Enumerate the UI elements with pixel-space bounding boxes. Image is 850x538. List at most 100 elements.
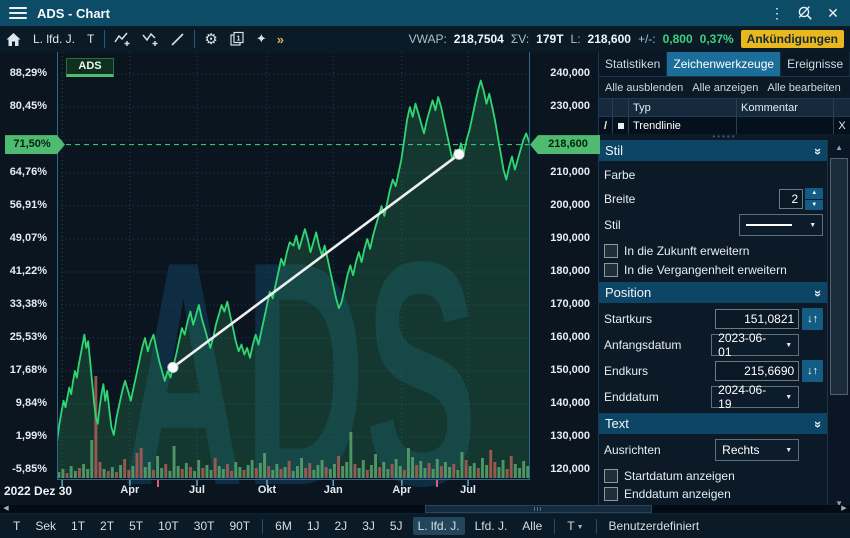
price-axis-label: 210,000 — [550, 166, 590, 178]
trendline-handle-end[interactable] — [453, 148, 465, 160]
timeframe-benutzerdefiniert[interactable]: Benutzerdefiniert — [608, 519, 700, 533]
settings-gear-icon[interactable]: ⚙ — [204, 31, 218, 48]
timeframe-2t[interactable]: 2T — [100, 519, 115, 533]
timeframe-10t[interactable]: 10T — [158, 519, 179, 533]
tab-zeichenwerkzeuge[interactable]: Zeichenwerkzeuge — [667, 52, 782, 76]
home-icon[interactable] — [0, 28, 27, 50]
chevron-down-icon: ▼ — [809, 221, 817, 229]
action-alle-anzeigen[interactable]: Alle anzeigen — [692, 81, 759, 94]
swap-values-icon[interactable]: ↓↑ — [802, 308, 824, 330]
chevron-down-icon: ▼ — [785, 341, 793, 349]
timeframe-1t[interactable]: 1T — [71, 519, 86, 533]
add-study-icon[interactable] — [137, 28, 165, 50]
panel-scrollbar: ▲ ▼ — [827, 140, 850, 511]
column-typ: Typ — [629, 99, 737, 116]
price-axis-label: 130,000 — [550, 430, 590, 442]
announcements-badge[interactable]: Ankündigungen — [740, 30, 844, 48]
menu-icon[interactable] — [9, 7, 27, 19]
checkbox[interactable] — [604, 487, 618, 501]
timeframe-alle[interactable]: Alle — [522, 519, 543, 533]
trendline-glyph-icon: / — [603, 119, 608, 132]
toolbar-divider — [104, 30, 106, 48]
vwap-label: VWAP: — [408, 32, 447, 46]
percent-axis-label: 1,99% — [15, 430, 47, 442]
scroll-down-icon[interactable]: ▼ — [835, 499, 844, 508]
timeframe-t[interactable]: T — [13, 519, 21, 533]
timeframe-lfd-j-[interactable]: Lfd. J. — [474, 519, 508, 533]
collapse-chevron-icon[interactable]: » — [811, 289, 827, 296]
draw-line-icon[interactable] — [165, 28, 190, 50]
chart-pages-icon[interactable]: 1 — [223, 28, 251, 50]
sparkle-icon[interactable]: ✦ — [255, 31, 267, 46]
change-label: +/-: — [637, 32, 656, 46]
spinner-down-icon[interactable]: ▼ — [805, 199, 824, 210]
scroll-left-icon[interactable]: ◀ — [3, 505, 9, 512]
time-axis: Apr Jul Okt Jan Apr Jul — [57, 482, 530, 502]
timeframe-30t[interactable]: 30T — [193, 519, 215, 533]
timeframe-1j[interactable]: 1J — [306, 519, 320, 533]
trendline[interactable] — [172, 153, 460, 369]
spinner-up-icon[interactable]: ▲ — [805, 188, 824, 199]
scrollbar-track[interactable] — [828, 155, 850, 496]
more-tools-chevron-icon[interactable]: » — [276, 31, 284, 47]
timeframe-3j[interactable]: 3J — [362, 519, 375, 533]
stil-row: Stil ▼ — [599, 212, 827, 238]
timeframe-2j[interactable]: 2J — [334, 519, 348, 533]
change-value: 0,800 — [662, 32, 693, 46]
scroll-up-icon[interactable]: ▲ — [835, 143, 844, 152]
timeframe-90t[interactable]: 90T — [229, 519, 251, 533]
collapse-chevron-icon[interactable]: » — [811, 420, 827, 427]
enddatum-row: Enddatum 2024-06-19 ▼ — [599, 383, 827, 411]
tab-ereignisse[interactable]: Ereignisse — [781, 52, 850, 76]
endkurs-label: Endkurs — [604, 364, 649, 378]
scroll-right-icon[interactable]: ▶ — [841, 505, 847, 512]
add-indicator-icon[interactable] — [109, 28, 137, 50]
checkbox[interactable] — [604, 469, 618, 483]
farbe-row: Farbe — [599, 164, 827, 186]
scrollbar-thumb[interactable] — [830, 158, 848, 395]
table-row-trendline[interactable]: / Trendlinie X — [599, 117, 850, 134]
timeframe-indicator[interactable]: L. lfd. J. — [33, 32, 76, 46]
time-axis-label: Apr — [392, 484, 412, 496]
breite-input[interactable] — [779, 189, 804, 209]
vwap-value: 218,7504 — [453, 32, 504, 46]
delete-drawing-button[interactable]: X — [838, 119, 846, 132]
anfangsdatum-dropdown[interactable]: 2023-06-01 ▼ — [711, 331, 800, 359]
endkurs-input[interactable] — [715, 361, 800, 381]
startkurs-row: Startkurs ↓↑ — [599, 306, 827, 332]
startkurs-input[interactable] — [715, 309, 800, 329]
timeframe-sek[interactable]: Sek — [35, 519, 57, 533]
percent-axis-label: 56,91% — [9, 199, 47, 211]
section-position-header[interactable]: Position » — [599, 282, 828, 303]
checkbox-label: Enddatum anzeigen — [624, 487, 731, 501]
line-style-dropdown[interactable]: ▼ — [739, 214, 824, 236]
timeframe-t[interactable]: T ▼ — [567, 519, 584, 533]
checkbox[interactable] — [604, 243, 618, 258]
percent-axis: 88,29% 80,45% 64,76% 56,91% 49,07% 41,22% 33,3… — [0, 52, 52, 492]
timeframe-6m[interactable]: 6M — [275, 519, 292, 533]
percent-axis-label: 49,07% — [9, 232, 47, 244]
section-text-header[interactable]: Text » — [599, 413, 828, 434]
collapse-chevron-icon[interactable]: » — [811, 147, 827, 154]
close-icon[interactable]: ✕ — [827, 4, 839, 21]
price-axis-label: 140,000 — [550, 397, 590, 409]
trendline-handle-start[interactable] — [167, 361, 179, 374]
chart-region: 88,29% 80,45% 64,76% 56,91% 49,07% 41,22% 33,3… — [0, 52, 600, 505]
action-alle-bearbeiten[interactable]: Alle bearbeiten — [767, 81, 841, 94]
hscroll-thumb[interactable] — [425, 505, 652, 513]
checkbox[interactable] — [604, 262, 618, 277]
section-stil-header[interactable]: Stil » — [599, 140, 828, 161]
price-chart[interactable]: ADS — [57, 52, 530, 490]
more-options-icon[interactable]: ⋮ — [770, 4, 784, 21]
timeframe-l-lfd-j-[interactable]: L. lfd. J. — [412, 517, 465, 535]
tab-statistiken[interactable]: Statistiken — [599, 52, 668, 76]
table-resize-grip[interactable]: ••••• — [712, 132, 737, 141]
magnifier-off-icon[interactable] — [794, 3, 816, 23]
enddatum-dropdown[interactable]: 2024-06-19 ▼ — [711, 383, 800, 411]
ausrichten-dropdown[interactable]: Rechts ▼ — [715, 439, 800, 461]
swap-values-icon[interactable]: ↓↑ — [802, 360, 824, 382]
action-alle-ausblenden[interactable]: Alle ausblenden — [605, 81, 684, 94]
timeframe-5t[interactable]: 5T — [129, 519, 144, 533]
bartype-indicator[interactable]: T — [87, 32, 95, 46]
timeframe-5j[interactable]: 5J — [389, 519, 403, 533]
